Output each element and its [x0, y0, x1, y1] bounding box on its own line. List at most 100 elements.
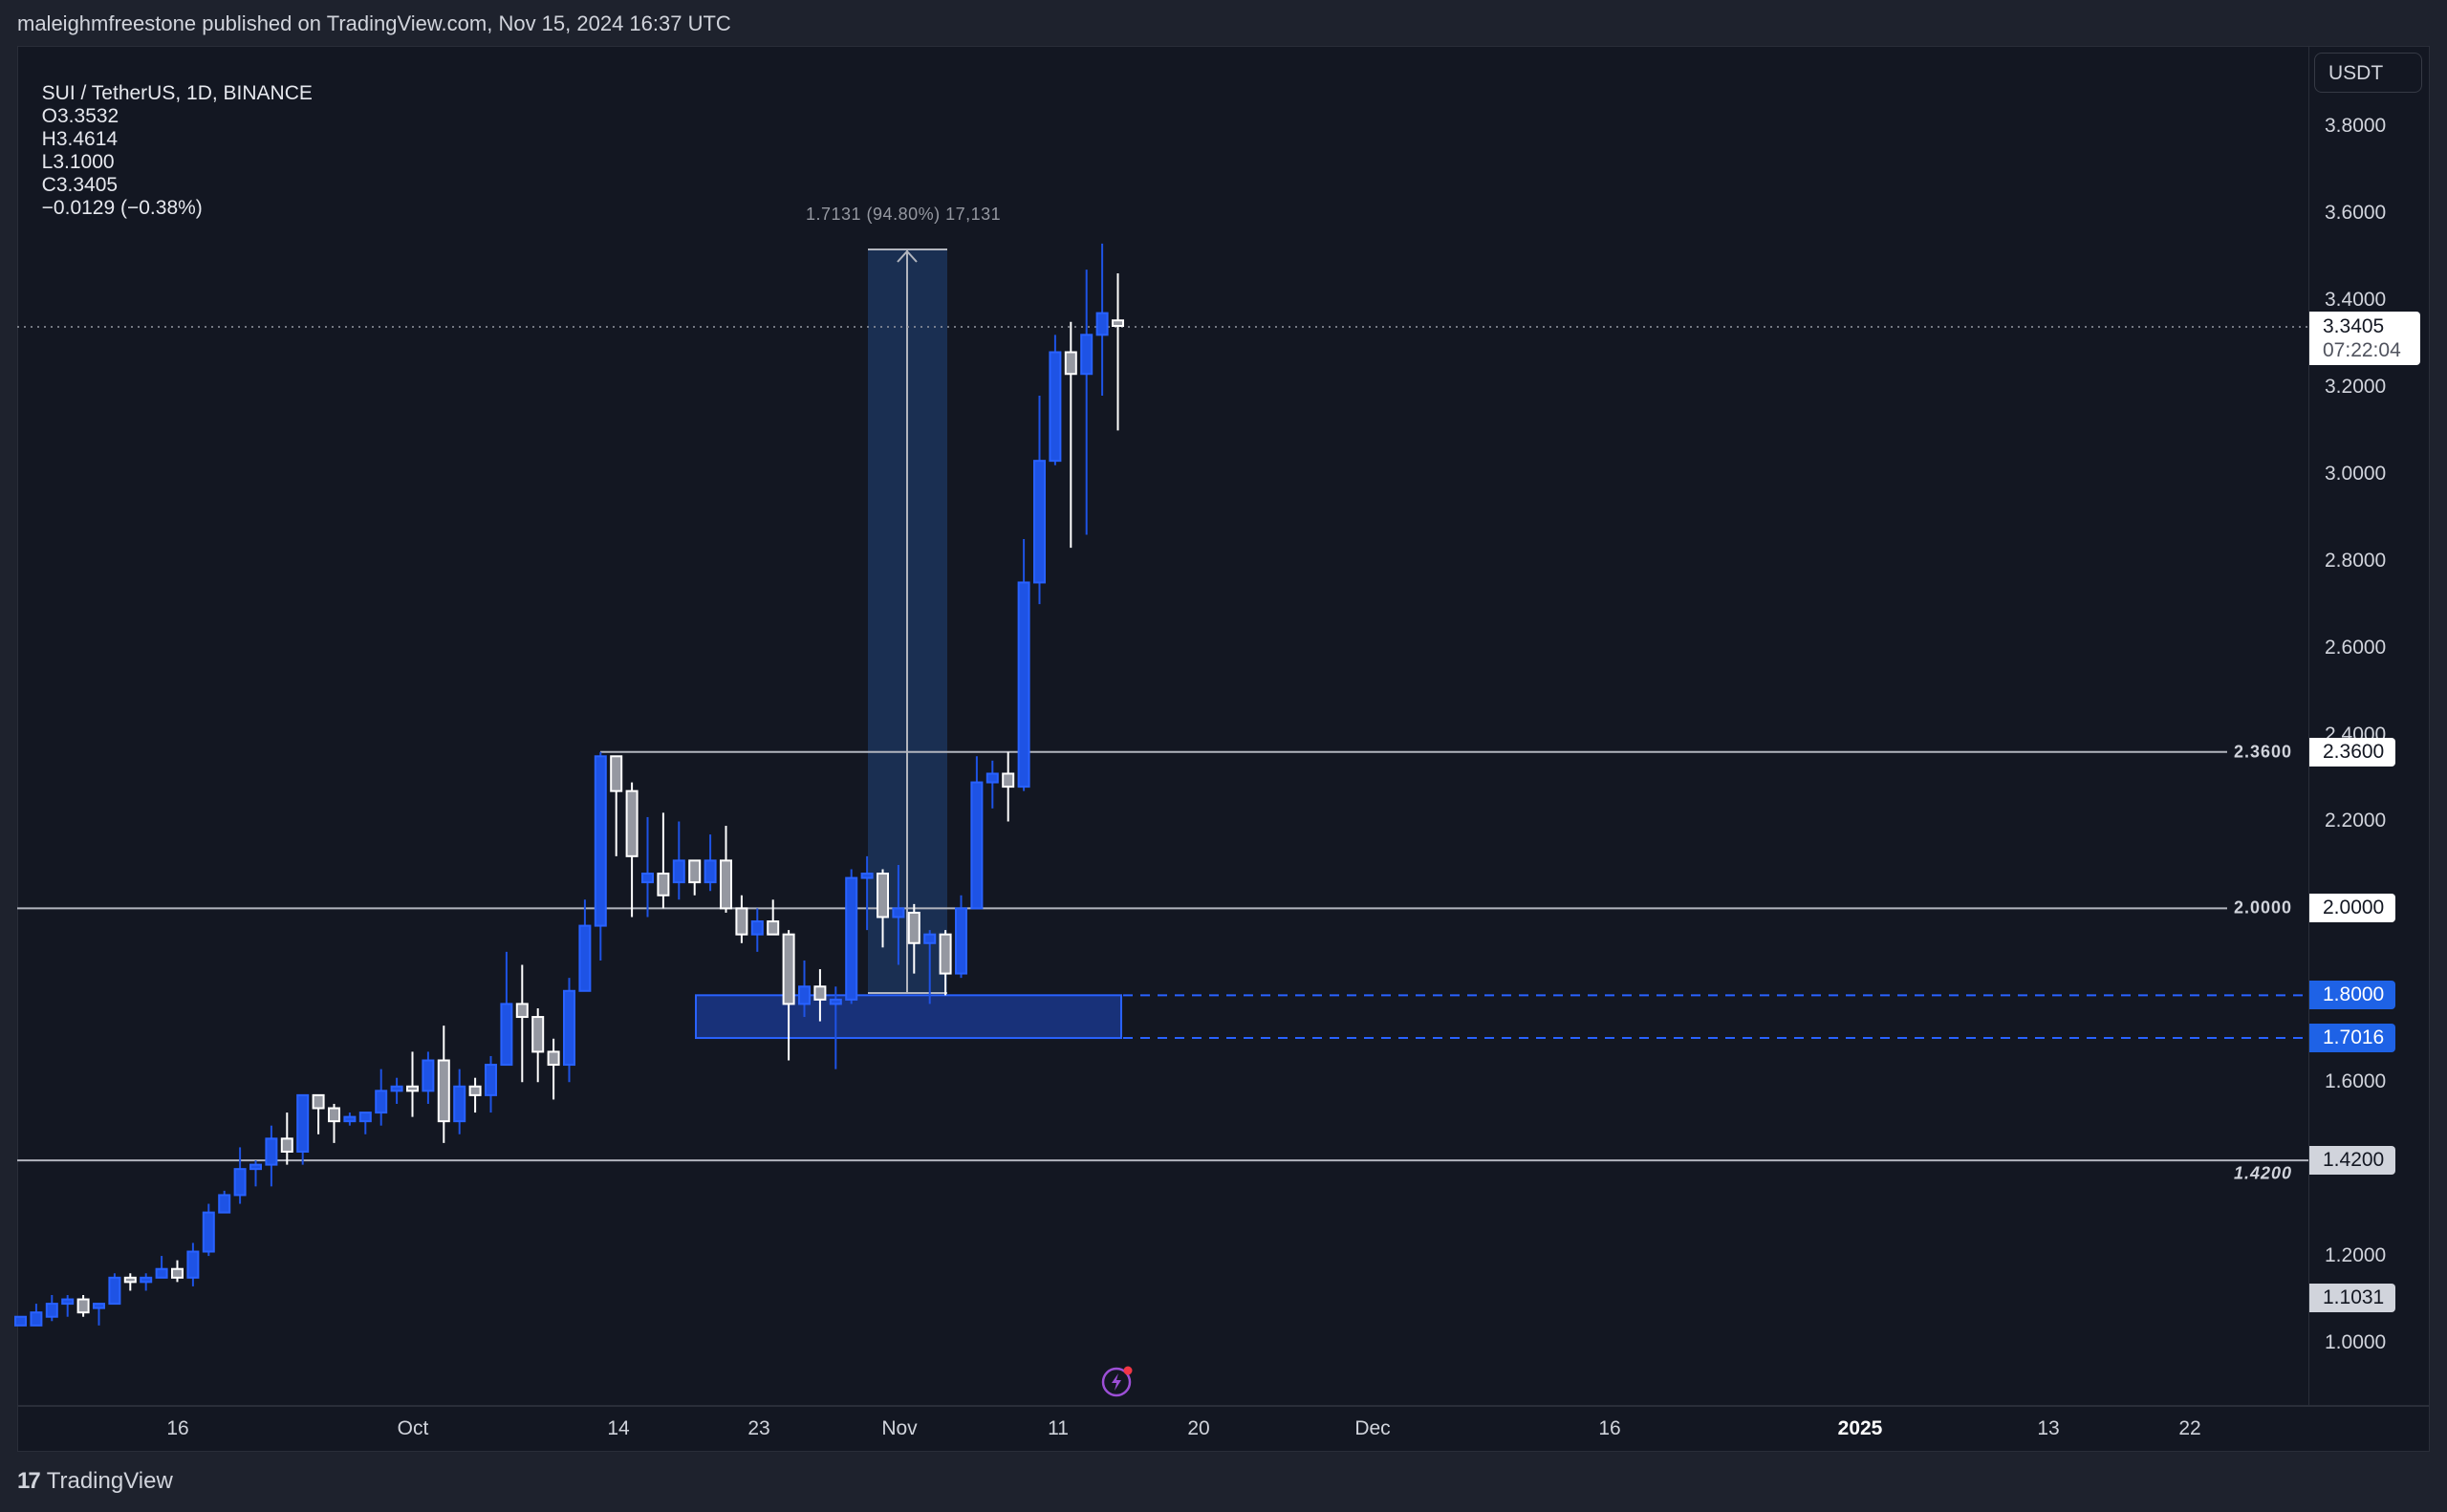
time-tick: Dec [1354, 1417, 1391, 1439]
candle-body [750, 920, 764, 936]
candle-body [798, 985, 811, 1005]
time-tick: 11 [1048, 1417, 1069, 1439]
price-label: 1.8000 [2309, 981, 2396, 1010]
price-tick: 2.8000 [2325, 549, 2387, 572]
candle-body [531, 1016, 545, 1053]
lightning-alert-icon[interactable] [1101, 1365, 1134, 1397]
candle-body [813, 985, 827, 1001]
candle-body [155, 1267, 168, 1279]
candle-body [1033, 460, 1046, 584]
price-axis[interactable] [2308, 46, 2430, 1405]
candle-body [767, 920, 780, 936]
candle-body [688, 859, 702, 884]
ohlc-high: H3.4614 [41, 128, 119, 150]
current-price: 3.3405 [2323, 315, 2385, 337]
candle-body [123, 1276, 137, 1284]
bar-countdown: 07:22:04 [2323, 339, 2401, 361]
time-tick: 22 [2178, 1417, 2201, 1439]
ohlc-close: C3.3405 [41, 174, 119, 196]
measure-label: 1.7131 (94.80%) 17,131 [806, 205, 1002, 224]
symbol-name[interactable]: SUI / TetherUS, 1D, BINANCE [41, 82, 313, 104]
price-label: 1.7016 [2309, 1024, 2396, 1053]
candle-body [515, 1003, 529, 1019]
candle-body [641, 873, 654, 884]
candle-body [265, 1137, 278, 1166]
time-tick: 2025 [1837, 1417, 1883, 1439]
line-label-2-36: 2.3600 [2234, 742, 2293, 762]
candle-body [280, 1137, 293, 1153]
candle-body [358, 1112, 372, 1123]
time-tick: 23 [747, 1417, 770, 1439]
price-tick: 1.6000 [2325, 1070, 2387, 1093]
price-tick: 3.0000 [2325, 462, 2387, 485]
candle-body [202, 1211, 215, 1253]
candle-body [390, 1085, 403, 1092]
ohlc-change: −0.0129 (−0.38%) [41, 197, 203, 219]
candle-body [437, 1059, 450, 1123]
candle-body [375, 1090, 388, 1114]
symbol-legend: SUI / TetherUS, 1D, BINANCE O3.3532 H3.4… [31, 59, 324, 220]
candle-body [657, 873, 670, 896]
measure-arrow-head [897, 249, 918, 263]
time-tick: 13 [2037, 1417, 2060, 1439]
candle-body [108, 1276, 121, 1306]
candle-body [30, 1311, 43, 1327]
time-tick: 14 [607, 1417, 630, 1439]
candle-body [249, 1163, 262, 1171]
candle-body [594, 755, 607, 927]
price-tick: 3.2000 [2325, 375, 2387, 398]
candle-body [578, 924, 592, 992]
ohlc-open: O3.3532 [41, 105, 119, 127]
candle-body [1017, 581, 1030, 788]
candle-body [672, 859, 685, 884]
candle-body [76, 1298, 90, 1314]
brand-name: TradingView [46, 1468, 173, 1494]
price-tick: 3.6000 [2325, 202, 2387, 225]
time-tick: Oct [397, 1417, 429, 1439]
publisher-line: maleighmfreestone published on TradingVi… [17, 11, 731, 35]
candle-body [1064, 351, 1077, 376]
demand-zone [695, 994, 1122, 1040]
price-tick: 1.0000 [2325, 1331, 2387, 1353]
price-tick: 3.8000 [2325, 115, 2387, 138]
candle-body [1095, 312, 1109, 336]
candle-body [923, 933, 937, 944]
price-tick: 1.2000 [2325, 1244, 2387, 1267]
price-label: 1.1031 [2309, 1284, 2396, 1313]
candle-body [422, 1059, 435, 1092]
price-label: 2.0000 [2309, 894, 2396, 923]
candle-body [312, 1093, 325, 1110]
time-axis[interactable] [17, 1405, 2430, 1452]
line-label-1-42: 1.4200 [2234, 1163, 2293, 1183]
candle-body [328, 1107, 340, 1123]
candle-body [735, 907, 748, 936]
candle-body [877, 873, 889, 918]
candle-body [45, 1303, 58, 1318]
candle-body [93, 1303, 105, 1309]
candle-body [563, 989, 575, 1067]
candle-body [907, 911, 920, 944]
candle-body [1049, 351, 1062, 463]
candle-body [140, 1276, 153, 1284]
candle-body [1112, 319, 1124, 328]
chart-frame[interactable] [17, 46, 2430, 1452]
candle-body [704, 859, 717, 884]
candle-body [892, 907, 905, 918]
candle-body [218, 1194, 231, 1214]
candle-body [186, 1250, 200, 1279]
candle-body [343, 1115, 357, 1123]
currency-button[interactable]: USDT [2314, 53, 2422, 93]
candle-body [171, 1267, 184, 1279]
candle-body [845, 876, 858, 1001]
candle-body [453, 1085, 466, 1123]
candle-body [485, 1064, 497, 1096]
candle-body [14, 1315, 27, 1327]
candle-body [468, 1085, 482, 1096]
candle-body [625, 789, 639, 857]
candle-body [939, 933, 952, 975]
footer-brand[interactable]: 17 TradingView [17, 1468, 173, 1495]
candle-body [610, 755, 623, 792]
candle-body [61, 1298, 75, 1306]
candle-body [500, 1003, 513, 1067]
